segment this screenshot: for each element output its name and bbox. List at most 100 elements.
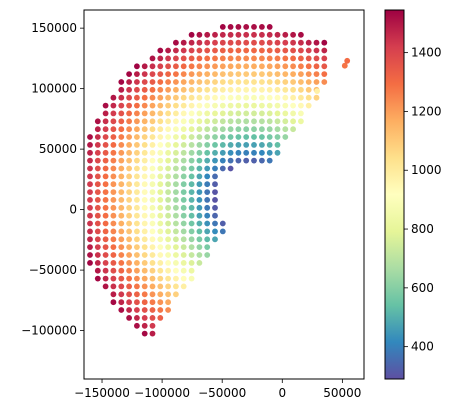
scatter-point (134, 322, 140, 329)
scatter-point (259, 118, 265, 125)
scatter-point (94, 126, 101, 133)
scatter-point (188, 244, 195, 251)
scatter-point (173, 181, 179, 188)
scatter-point (165, 126, 172, 133)
scatter-point (126, 110, 132, 117)
scatter-point (204, 31, 211, 38)
scatter-point (87, 252, 93, 258)
scatter-point (126, 204, 132, 211)
scatter-point (102, 236, 109, 243)
scatter-point (165, 236, 172, 243)
scatter-point (212, 228, 218, 235)
scatter-point (266, 86, 273, 93)
scatter-point (165, 86, 172, 93)
scatter-point (118, 220, 125, 227)
scatter-point (165, 181, 172, 188)
scatter-point (212, 126, 218, 133)
scatter-point (235, 55, 242, 62)
scatter-point (219, 63, 226, 70)
scatter-point (243, 86, 250, 93)
scatter-point (314, 88, 320, 94)
scatter-point (110, 236, 117, 243)
scatter-point (110, 181, 117, 188)
scatter-point (134, 71, 140, 77)
scatter-point (251, 102, 257, 109)
scatter-point (110, 252, 117, 258)
scatter-point (157, 275, 164, 282)
y-tick-label: −100000 (21, 324, 77, 338)
scatter-point (149, 299, 156, 306)
scatter-point (274, 71, 281, 77)
scatter-point (141, 63, 148, 70)
scatter-point (180, 94, 187, 101)
scatter-point (188, 71, 195, 77)
scatter-point (87, 181, 93, 188)
scatter-point (243, 149, 250, 156)
scatter-point (219, 102, 226, 109)
scatter-point (298, 94, 304, 101)
scatter-point (126, 315, 132, 321)
scatter-point (126, 86, 132, 93)
scatter-point (141, 197, 148, 203)
scatter-point (141, 86, 148, 93)
scatter-point (235, 142, 242, 148)
scatter-point (110, 173, 117, 180)
scatter-point (204, 110, 211, 117)
scatter-point (165, 275, 172, 282)
scatter-point (243, 55, 250, 62)
scatter-point (204, 204, 211, 211)
scatter-point (165, 157, 172, 164)
scatter-point (212, 71, 218, 77)
scatter-point (180, 228, 187, 235)
scatter-point (305, 63, 312, 70)
scatter-point (274, 55, 281, 62)
scatter-point (118, 204, 125, 211)
scatter-point (134, 212, 140, 219)
scatter-point (290, 118, 296, 125)
scatter-point (173, 228, 179, 235)
scatter-point (165, 197, 172, 203)
scatter-point (180, 173, 187, 180)
scatter-point (259, 94, 265, 101)
scatter-point (227, 142, 234, 148)
scatter-point (94, 252, 101, 258)
scatter-point (87, 197, 93, 203)
scatter-point (204, 244, 211, 251)
scatter-point (196, 118, 203, 125)
scatter-point (110, 267, 117, 274)
scatter-point (259, 24, 265, 30)
scatter-point (188, 110, 195, 117)
scatter-point (212, 165, 218, 172)
scatter-point (227, 94, 234, 101)
scatter-point (102, 228, 109, 235)
scatter-point (212, 31, 218, 38)
scatter-point (188, 102, 195, 109)
scatter-point (165, 260, 172, 266)
scatter-point (188, 31, 195, 38)
scatter-point (235, 63, 242, 70)
scatter-point (87, 260, 93, 266)
scatter-point (227, 39, 234, 46)
scatter-point (313, 63, 320, 70)
scatter-point (87, 228, 93, 235)
scatter-point (204, 165, 211, 172)
scatter-point (157, 55, 164, 62)
scatter-point (235, 118, 242, 125)
scatter-point (227, 47, 234, 54)
scatter-point (259, 126, 265, 133)
scatter-point (118, 149, 125, 156)
scatter-point (251, 39, 257, 46)
scatter-point (180, 142, 187, 148)
scatter-point (204, 102, 211, 109)
scatter-point (110, 94, 117, 101)
scatter-point (227, 102, 234, 109)
scatter-point (110, 118, 117, 125)
scatter-point (110, 197, 117, 203)
scatter-point (126, 244, 132, 251)
scatter-point (110, 189, 117, 196)
scatter-point (188, 181, 195, 188)
scatter-point (126, 212, 132, 219)
scatter-point (243, 71, 250, 77)
scatter-point (118, 110, 125, 117)
colorbar-tick-label: 600 (411, 281, 434, 295)
